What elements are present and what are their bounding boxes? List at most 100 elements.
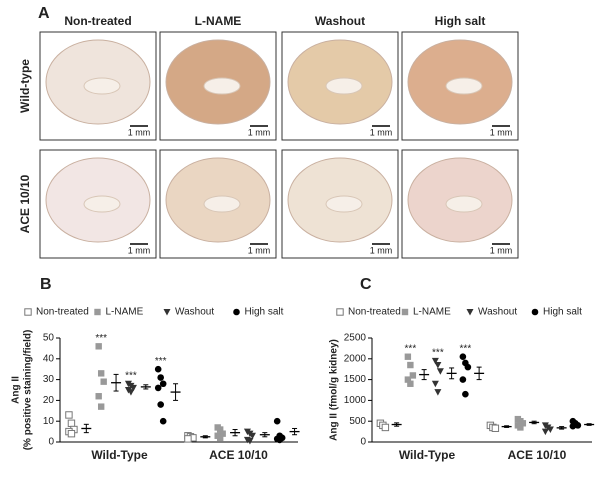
significance-label: ***	[432, 348, 444, 359]
data-point	[127, 389, 135, 396]
data-point	[67, 429, 76, 438]
y-tick-label: 2000	[344, 353, 367, 364]
panel-label: C	[360, 276, 372, 293]
data-point	[401, 308, 409, 316]
data-point	[246, 437, 254, 445]
data-point	[157, 374, 164, 381]
y-axis-label: Ang II (fmol/g kidney)	[329, 339, 340, 441]
scale-bar-label: 1 mm	[370, 245, 393, 255]
legend-label: L-NAME	[106, 307, 144, 318]
data-point	[407, 361, 414, 369]
x-tick-label: ACE 10/10	[209, 448, 268, 462]
data-point	[381, 423, 390, 432]
column-header: Non-treated	[64, 14, 131, 28]
kidney-pelvis	[83, 77, 121, 95]
data-point	[436, 368, 444, 375]
y-tick-label: 0	[48, 437, 54, 448]
data-point	[184, 435, 192, 443]
data-point	[569, 422, 577, 430]
significance-label: ***	[125, 370, 137, 381]
column-header: High salt	[435, 14, 486, 28]
kidney-pelvis	[83, 195, 121, 213]
y-tick-label: 20	[43, 395, 55, 406]
scale-bar-label: 1 mm	[490, 245, 513, 255]
data-point	[24, 308, 32, 316]
column-header: Washout	[315, 14, 365, 28]
data-point	[466, 309, 474, 316]
kidney-pelvis	[445, 195, 483, 213]
data-point	[97, 403, 105, 410]
data-point	[546, 426, 554, 434]
data-point	[154, 365, 162, 373]
data-point	[97, 370, 105, 377]
data-point	[129, 384, 137, 392]
data-point	[431, 380, 439, 388]
data-point	[404, 376, 412, 383]
y-tick-label: 10	[43, 416, 55, 427]
data-point	[434, 389, 442, 396]
row-label: ACE 10/10	[18, 174, 32, 233]
y-tick-label: 2500	[344, 333, 367, 344]
scale-bar-label: 1 mm	[248, 245, 271, 255]
data-point	[216, 434, 224, 442]
data-point	[219, 430, 226, 437]
data-point	[159, 417, 167, 425]
data-point	[100, 378, 107, 385]
data-point	[519, 420, 527, 427]
significance-label: ***	[95, 333, 107, 344]
legend-label: Washout	[478, 307, 517, 318]
data-point	[154, 384, 162, 392]
data-point	[464, 363, 472, 371]
legend-label: Non-treated	[36, 307, 89, 318]
data-point	[459, 353, 467, 361]
y-tick-label: 40	[43, 353, 55, 364]
data-point	[67, 419, 76, 427]
legend-label: Washout	[175, 307, 214, 318]
panel-label: A	[38, 5, 50, 22]
y-tick-label: 50	[43, 333, 55, 344]
panel-label: B	[40, 276, 52, 293]
scale-bar-label: 1 mm	[248, 127, 271, 137]
data-point	[434, 362, 442, 369]
significance-label: ***	[460, 343, 472, 354]
kidney-pelvis	[325, 195, 363, 213]
data-point	[276, 436, 283, 444]
data-point	[248, 432, 256, 440]
data-point	[95, 393, 102, 400]
data-point	[459, 376, 467, 383]
y-axis-label: Ang II	[11, 376, 22, 404]
row-label: Wild-type	[18, 59, 32, 113]
significance-label: ***	[155, 356, 167, 367]
y-axis-label: (% positive staining/field)	[23, 330, 34, 451]
x-tick-label: Wild-Type	[91, 448, 148, 462]
legend-label: High salt	[543, 307, 582, 318]
data-point	[94, 308, 101, 316]
y-tick-label: 30	[43, 374, 55, 385]
data-point	[233, 308, 240, 316]
data-point	[517, 424, 524, 431]
x-tick-label: Wild-Type	[399, 448, 456, 462]
data-point	[541, 428, 549, 436]
data-point	[431, 357, 439, 365]
kidney-pelvis	[203, 77, 241, 95]
data-point	[216, 426, 224, 433]
column-header: L-NAME	[195, 14, 242, 28]
legend-label: Non-treated	[348, 307, 401, 318]
data-point	[404, 353, 412, 360]
scale-bar-label: 1 mm	[370, 127, 393, 137]
data-point	[462, 390, 469, 398]
y-tick-label: 1000	[344, 395, 367, 406]
data-point	[574, 422, 582, 429]
y-tick-label: 0	[360, 437, 366, 448]
data-point	[163, 309, 171, 316]
data-point	[531, 308, 539, 316]
legend-label: High salt	[245, 307, 284, 318]
data-point	[157, 401, 164, 408]
scale-bar-label: 1 mm	[128, 127, 151, 137]
data-point	[65, 411, 73, 419]
data-point	[159, 380, 167, 388]
kidney-pelvis	[203, 195, 241, 213]
data-point	[409, 372, 417, 379]
scale-bar-label: 1 mm	[490, 127, 513, 137]
